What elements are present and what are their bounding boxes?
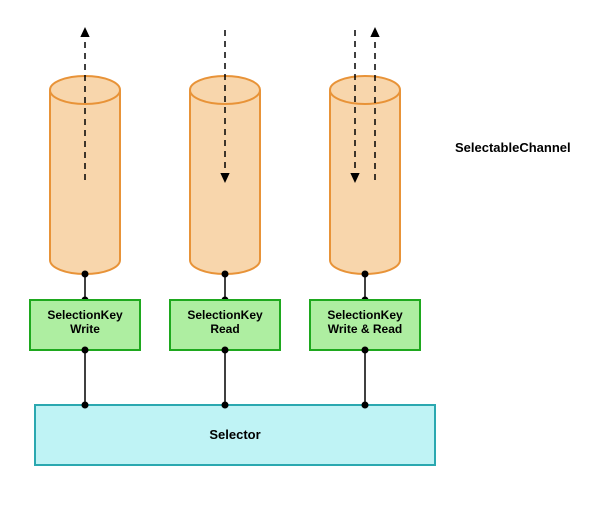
box-label-line1: SelectionKey (310, 308, 420, 322)
selectionkey-box-label: SelectionKeyRead (170, 308, 280, 336)
box-label-line2: Write & Read (310, 322, 420, 336)
selector-label: Selector (35, 427, 435, 442)
selectionkey-box-label: SelectionKeyWrite (30, 308, 140, 336)
nio-selector-diagram: SelectionKeyWriteSelectionKeyReadSelecti… (0, 0, 596, 515)
box-label-line1: SelectionKey (170, 308, 280, 322)
box-label-line2: Write (30, 322, 140, 336)
box-label-line2: Read (170, 322, 280, 336)
selectable-channel-label: SelectableChannel (455, 140, 571, 155)
selectionkey-box-label: SelectionKeyWrite & Read (310, 308, 420, 336)
box-label-line1: SelectionKey (30, 308, 140, 322)
